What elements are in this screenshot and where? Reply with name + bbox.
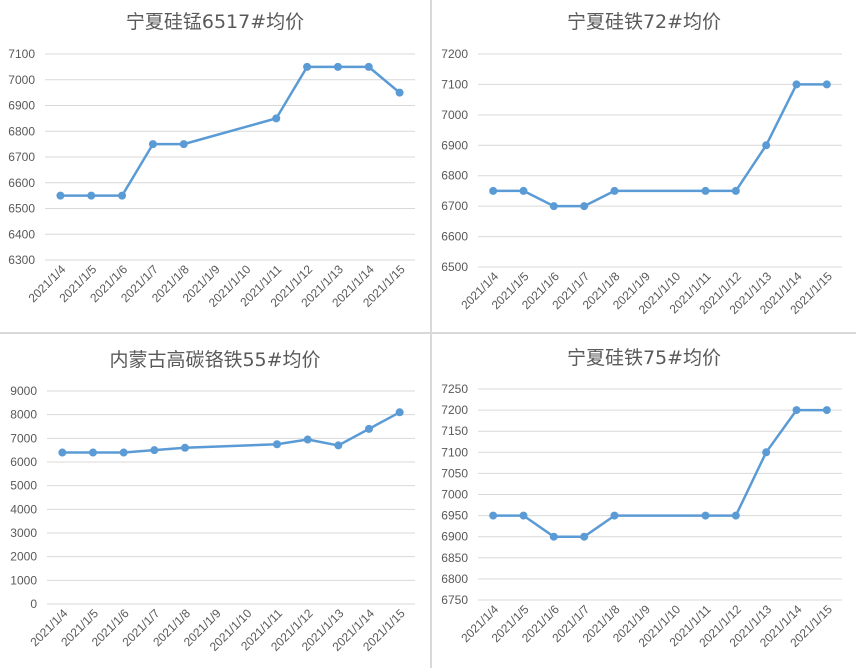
data-point [303,435,312,444]
y-tick-label: 3000 [10,526,37,540]
data-point [610,511,619,520]
y-tick-label: 6750 [441,593,468,607]
chart-title: 宁夏硅铁72#均价 [567,11,721,33]
y-tick-label: 7000 [10,431,37,445]
y-tick-label: 6600 [441,230,468,244]
data-point [580,202,589,211]
y-tick-label: 7000 [8,73,35,87]
y-tick-label: 6500 [441,260,468,274]
chart-svg: 内蒙古高碳铬铁55#均价 0 1000 2000 3000 4000 5000 6000 700… [10,349,415,654]
y-tick-label: 8000 [10,408,37,422]
y-tick-label: 6950 [441,509,468,523]
data-point [58,448,67,457]
data-point [549,532,558,541]
data-point [365,424,373,433]
chart-svg: 宁夏硅铁75#均价 6750 6800 6850 6900 6950 7000 7050 710… [441,347,842,650]
data-point [118,191,127,200]
data-point [489,186,498,195]
y-tick-label: 6900 [441,138,468,152]
data-point [549,202,558,211]
data-point [489,511,498,520]
series-line [493,83,827,208]
y-tick-label: 6300 [8,253,35,267]
data-point [701,186,710,195]
data-point [701,511,710,520]
data-point [731,186,740,195]
y-tick-label: 7200 [441,47,468,61]
data-point [181,443,189,452]
y-tick-label: 6000 [10,455,37,469]
y-tick-label: 6400 [8,227,35,241]
y-tick-label: 7150 [441,424,468,438]
y-tick-label: 6800 [8,124,35,138]
data-point [762,448,771,457]
chart-panel-ferrosilicon-75: 宁夏硅铁75#均价 6750 6800 6850 6900 6950 7000 7050 710… [432,334,856,668]
chart-panel-ferromanganese-6517: 宁夏硅锰6517#均价 6300 6400 6500 6600 6700 6800 6900 7… [0,0,430,332]
y-tick-label: 7100 [8,47,35,61]
y-tick-label: 6900 [441,530,468,544]
y-tick-label: 4000 [10,502,37,516]
chart-title: 内蒙古高碳铬铁55#均价 [109,349,320,371]
data-point [148,140,157,149]
data-point [150,446,159,455]
y-tick-label: 7050 [441,466,468,480]
y-tick-label: 6600 [8,176,35,190]
data-point [87,191,96,200]
chart-panel-ferrochrome-55: 内蒙古高碳铬铁55#均价 0 1000 2000 3000 4000 5000 6000 700… [0,334,430,668]
data-point [610,186,619,195]
y-tick-label: 6800 [441,169,468,183]
data-point [580,532,589,541]
series-line [60,65,401,197]
chart-title: 宁夏硅锰6517#均价 [126,11,304,33]
vertical-divider [430,0,432,668]
data-point [762,141,771,150]
y-tick-label: 7000 [441,488,468,502]
chart-panel-ferrosilicon-72: 宁夏硅铁72#均价 6500 6600 6700 6800 6900 7000 7100 720… [432,0,856,332]
y-tick-label: 6800 [441,572,468,586]
data-point [364,62,373,71]
data-point [89,448,97,457]
y-tick-label: 6500 [8,202,35,216]
data-point [272,114,281,123]
y-tick-label: 6850 [441,551,468,565]
y-tick-label: 9000 [10,384,37,398]
y-tick-label: 6700 [441,199,468,213]
y-tick-label: 2000 [10,550,37,564]
data-point [731,511,740,520]
horizontal-divider [0,332,856,334]
y-tick-label: 7250 [441,382,468,396]
y-tick-label: 5000 [10,479,37,493]
y-tick-label: 6900 [8,99,35,113]
y-tick-label: 1000 [10,573,37,587]
y-tick-label: 0 [30,597,37,611]
chart-svg: 宁夏硅锰6517#均价 6300 6400 6500 6600 6700 6800 6900 7… [8,11,415,310]
data-point [519,511,528,520]
y-tick-label: 7000 [441,108,468,122]
y-tick-label: 7100 [441,445,468,459]
data-point [56,191,65,200]
y-tick-label: 7100 [441,77,468,91]
data-point [179,140,188,149]
y-tick-label: 6700 [8,150,35,164]
data-point [395,88,404,97]
data-point [519,186,528,195]
data-point [792,406,801,415]
data-point [395,408,404,417]
data-point [822,80,831,89]
y-tick-label: 7200 [441,403,468,417]
data-point [333,62,342,71]
data-point [792,80,801,89]
series-line [62,411,401,454]
data-point [273,440,281,449]
data-point [119,448,128,457]
data-point [822,406,831,415]
data-point [303,62,312,71]
data-point [334,441,343,450]
series-line [493,408,827,538]
chart-title: 宁夏硅铁75#均价 [567,347,721,369]
chart-svg: 宁夏硅铁72#均价 6500 6600 6700 6800 6900 7000 7100 720… [441,11,842,317]
